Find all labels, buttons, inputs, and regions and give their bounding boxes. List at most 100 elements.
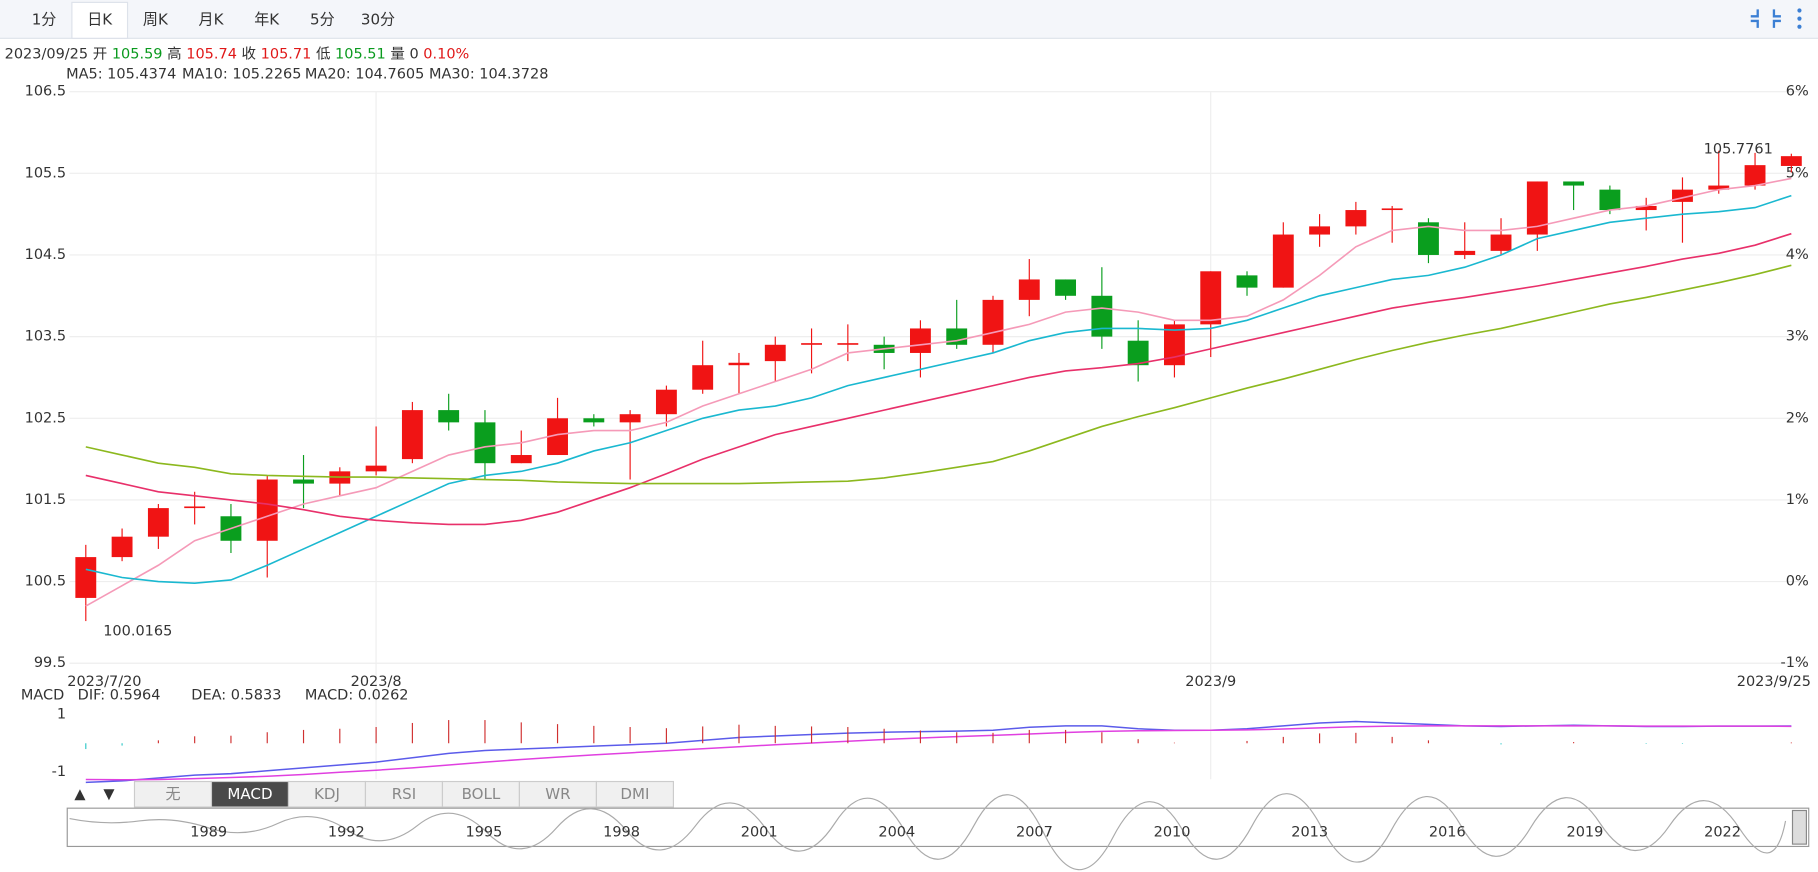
year-label: 1995 xyxy=(466,825,503,841)
candle-body xyxy=(801,343,822,345)
candle-body xyxy=(837,343,859,345)
candle-body xyxy=(619,414,641,423)
candle-body xyxy=(1708,185,1730,190)
indicator-tab[interactable]: MACD xyxy=(227,785,272,803)
candle-body xyxy=(1526,181,1548,235)
legend-entry: MA10: 105.2265 xyxy=(182,66,301,82)
tab[interactable]: 月K xyxy=(199,10,225,28)
y2-tick-label: 2% xyxy=(1786,410,1809,426)
indicator-tab[interactable]: BOLL xyxy=(462,785,501,803)
candle-body xyxy=(1780,156,1802,166)
candle-body xyxy=(293,479,314,484)
candle-body xyxy=(184,506,206,509)
quote-item: 105.74 xyxy=(186,47,237,63)
legend-entry: DEA: 0.5833 xyxy=(191,688,281,704)
y-tick-label: 102.5 xyxy=(25,410,66,426)
year-label: 2001 xyxy=(741,825,778,841)
quote-item: 105.71 xyxy=(261,47,312,63)
tab[interactable]: 年K xyxy=(254,10,280,28)
candle-body xyxy=(1309,226,1331,235)
quote-line: 2023/09/25 开 105.59 高 105.74 收 105.71 低 … xyxy=(5,46,470,63)
ma-line xyxy=(85,177,1792,607)
y2-tick-label: 4% xyxy=(1786,247,1809,263)
candle-body xyxy=(75,557,97,598)
candle-body xyxy=(1091,295,1113,337)
tab-bg xyxy=(595,780,674,808)
year-label: 2013 xyxy=(1291,825,1328,841)
tab[interactable]: 30分 xyxy=(361,10,395,28)
indicator-tab[interactable]: DMI xyxy=(620,785,649,803)
indicator-tab[interactable]: 无 xyxy=(165,785,180,803)
year-label: 2022 xyxy=(1704,825,1741,841)
quote-item: 2023/09/25 xyxy=(5,47,88,63)
candle-body xyxy=(1490,234,1512,251)
candle-body xyxy=(1744,165,1766,186)
candle-body xyxy=(1345,210,1367,227)
candle-body xyxy=(909,328,931,353)
year-label: 2004 xyxy=(878,825,915,841)
quote-item: 量 xyxy=(390,47,405,63)
indicator-tab[interactable]: RSI xyxy=(392,785,416,803)
year-label: 2007 xyxy=(1016,825,1053,841)
menu-icon[interactable] xyxy=(1797,8,1802,29)
quote-item: 高 xyxy=(167,46,182,63)
tab-bg xyxy=(441,780,521,808)
candle-body xyxy=(111,536,133,558)
quote-item: 105.51 xyxy=(335,47,386,63)
x-tick-label: 2023/9 xyxy=(1185,674,1236,690)
y2-tick-label: 1% xyxy=(1786,492,1809,508)
navigator-line xyxy=(69,793,1787,871)
tab-bg xyxy=(287,780,367,808)
candle-body xyxy=(1599,189,1621,211)
candle-body xyxy=(1127,340,1149,366)
legend-entry: MA5: 105.4374 xyxy=(66,66,176,82)
indicator-tabs: ▲ ▼ 无 MACD KDJ RSI BOLL WR DMI xyxy=(74,780,674,808)
candle-body xyxy=(728,362,750,366)
candle-body xyxy=(365,465,387,472)
arrow-button[interactable]: ▲ xyxy=(74,786,86,802)
annotation: 105.7761 xyxy=(1704,142,1773,158)
tab[interactable]: 周K xyxy=(143,10,169,28)
y2-tick-label: 3% xyxy=(1786,329,1809,345)
zoom-icon[interactable] xyxy=(1750,9,1781,28)
macd-chart: MACD -1 1 DIF: 0.5964 DEA: 0.5833 MACD: 0.026… xyxy=(21,688,1792,784)
candle-body xyxy=(1055,279,1077,296)
price-chart: 99.5 100.5 101.5 102.5 103.5 104.5 105.5 106.5 -… xyxy=(25,66,1811,780)
candle-body xyxy=(474,422,496,464)
y-tick-label: 100.5 xyxy=(25,574,66,590)
toolbar xyxy=(0,0,1818,39)
tab[interactable]: 日K xyxy=(87,10,113,28)
candle-body xyxy=(547,418,568,456)
candle-body xyxy=(1635,205,1657,211)
year-label: 1992 xyxy=(328,825,365,841)
y-tick-label: 1 xyxy=(57,706,66,722)
y-tick-label: 103.5 xyxy=(25,329,66,345)
x-tick-label: 2023/8 xyxy=(351,674,402,690)
tab[interactable]: 5分 xyxy=(310,10,335,28)
ma-line xyxy=(85,264,1792,485)
candle-body xyxy=(1200,271,1222,325)
y2-tick-label: 0% xyxy=(1786,574,1809,590)
annotation: 100.0165 xyxy=(103,624,172,640)
navigator-handle[interactable] xyxy=(1791,809,1807,845)
candle-body xyxy=(1381,208,1403,211)
quote-item: 收 xyxy=(242,46,257,63)
year-label: 2019 xyxy=(1567,825,1604,841)
x-tick-label: 2023/7/20 xyxy=(67,674,141,690)
arrow-button[interactable]: ▼ xyxy=(103,786,115,802)
candle-body xyxy=(583,418,605,423)
year-label: 1989 xyxy=(190,825,227,841)
legend-entry: MA20: 104.7605 xyxy=(305,66,424,82)
navigator[interactable] xyxy=(66,807,1810,848)
tab[interactable]: 1分 xyxy=(32,10,57,28)
indicator-tab[interactable]: WR xyxy=(545,785,571,803)
y-tick-label: 101.5 xyxy=(25,492,66,508)
year-label: 2016 xyxy=(1429,825,1466,841)
candle-body xyxy=(147,508,169,537)
candle-body xyxy=(982,299,1004,345)
year-label: 1998 xyxy=(603,825,640,841)
indicator-tab[interactable]: KDJ xyxy=(314,785,340,803)
legend-entry: MACD: 0.0262 xyxy=(305,688,409,704)
